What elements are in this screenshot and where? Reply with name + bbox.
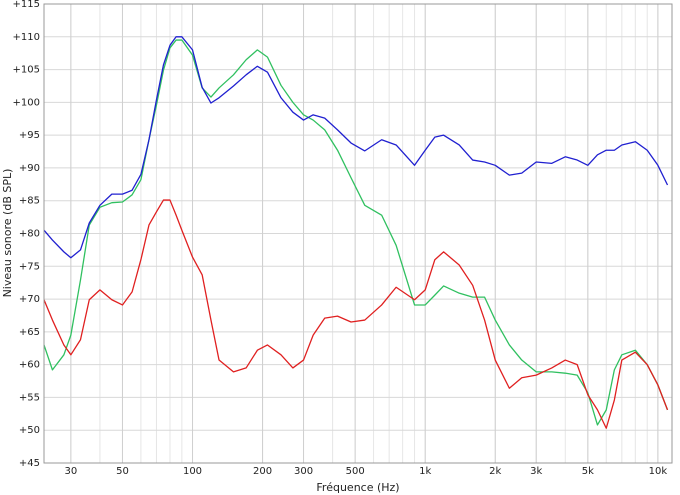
y-tick-label: +70 [19, 294, 40, 305]
y-tick-label: +45 [19, 458, 40, 469]
y-tick-label: +90 [19, 163, 40, 174]
y-tick-label: +85 [19, 196, 40, 207]
x-tick-label: 300 [294, 466, 313, 477]
x-tick-label: 50 [116, 466, 129, 477]
x-tick-label: 500 [346, 466, 365, 477]
y-tick-label: +95 [19, 130, 40, 141]
x-tick-label: 1k [419, 466, 431, 477]
y-tick-label: +100 [13, 97, 40, 108]
y-tick-label: +115 [13, 0, 40, 10]
x-tick-label: 100 [183, 466, 202, 477]
x-axis-title: Fréquence (Hz) [316, 481, 399, 494]
y-tick-label: +75 [19, 261, 40, 272]
x-tick-label: 10k [649, 466, 668, 477]
y-tick-label: +110 [13, 32, 40, 43]
x-tick-label: 200 [253, 466, 272, 477]
y-tick-label: +105 [13, 65, 40, 76]
x-tick-label: 3k [530, 466, 542, 477]
series-line [43, 199, 669, 429]
y-tick-label: +50 [19, 425, 40, 436]
y-tick-label: +60 [19, 360, 40, 371]
series-line [43, 39, 669, 426]
y-tick-label: +55 [19, 392, 40, 403]
plot-border [43, 3, 673, 464]
series-line [43, 36, 669, 259]
y-tick-label: +65 [19, 327, 40, 338]
x-tick-label: 30 [64, 466, 77, 477]
y-axis-title: Niveau sonore (dB SPL) [1, 169, 14, 298]
y-tick-label: +80 [19, 229, 40, 240]
x-tick-label: 2k [489, 466, 501, 477]
x-tick-label: 5k [582, 466, 594, 477]
